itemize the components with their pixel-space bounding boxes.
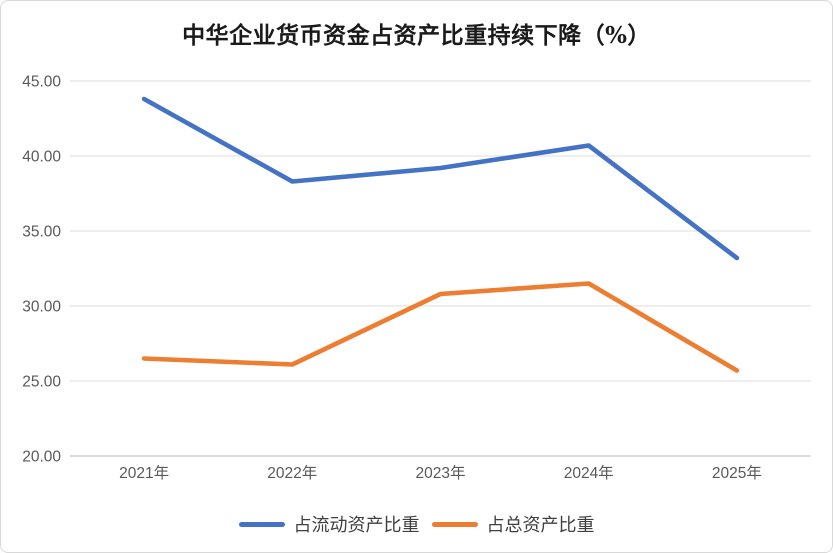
y-axis-tick-label: 40.00 [22, 149, 61, 166]
y-axis-tick-label: 25.00 [22, 374, 61, 391]
legend-line-swatch-orange [431, 521, 478, 527]
y-axis-tick-label: 45.00 [22, 74, 61, 91]
legend-line-swatch-blue [238, 521, 285, 527]
series-line-1 [141, 281, 740, 373]
legend: 占流动资产比重 占总资产比重 [1, 511, 832, 537]
x-axis-tick-label: 2021年 [119, 464, 169, 482]
y-axis-tick-label: 35.00 [22, 224, 61, 241]
x-axis-tick-label: 2024年 [564, 464, 614, 482]
y-axis-tick-label: 30.00 [22, 299, 61, 316]
series-line-0 [141, 96, 740, 261]
legend-label-total-assets-ratio: 占总资产比重 [486, 515, 595, 535]
x-axis-tick-label: 2025年 [712, 464, 762, 482]
legend-label-current-assets-ratio: 占流动资产比重 [293, 515, 420, 535]
y-axis-tick-label: 20.00 [22, 449, 61, 466]
legend-item-total-assets-ratio: 占总资产比重 [431, 511, 595, 537]
x-axis-tick-label: 2022年 [267, 464, 317, 482]
x-axis-tick-label: 2023年 [416, 464, 466, 482]
chart-title: 中华企业货币资金占资产比重持续下降（%） [182, 22, 651, 49]
legend-item-current-assets-ratio: 占流动资产比重 [238, 511, 420, 537]
